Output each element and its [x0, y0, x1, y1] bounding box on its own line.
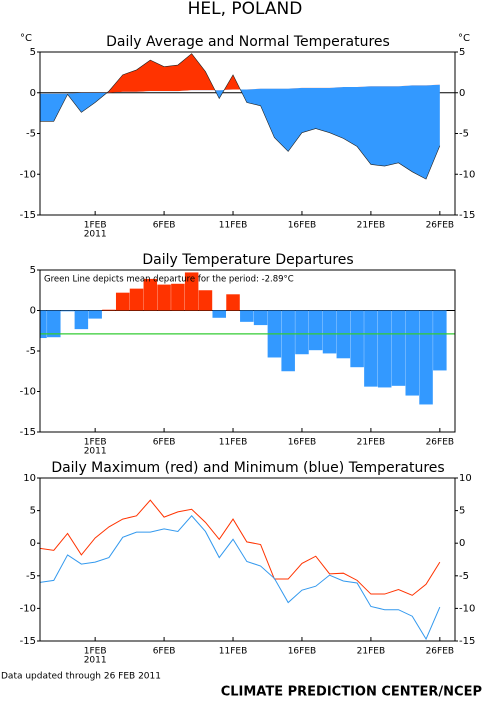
above-normal-area [40, 53, 440, 94]
bar [419, 310, 433, 405]
y-tick-label: -15 [20, 427, 36, 438]
y-tick-label: 5 [459, 47, 465, 58]
y-tick-label: 10 [23, 473, 36, 484]
bar [40, 310, 47, 339]
y-tick-label: 0 [459, 88, 465, 99]
bar [295, 310, 309, 355]
y-tick-label: 0 [30, 306, 36, 317]
x-tick-label: 26FEB [426, 647, 455, 657]
plot-area [40, 53, 455, 180]
plot-frame [39, 51, 456, 216]
bar [157, 284, 171, 311]
chart-title: Daily Maximum (red) and Minimum (blue) T… [51, 460, 444, 476]
plot-area [40, 499, 441, 641]
y-tick-label: -5 [26, 571, 36, 582]
bar [308, 310, 323, 351]
y-tick-label: -5 [459, 129, 469, 140]
x-tick-label: 11FEB [219, 647, 248, 657]
series-line [40, 499, 441, 596]
chart-title: Daily Temperature Departures [142, 252, 353, 268]
y-tick-label: -15 [20, 210, 36, 221]
x-tick-label: 11FEB [219, 221, 248, 231]
y-tick-label: 5 [30, 47, 36, 58]
series-line [40, 515, 441, 641]
bar [391, 310, 406, 386]
x-tick-label: 6FEB [153, 221, 176, 231]
y-tick-label: -5 [26, 129, 36, 140]
x-tick-label: 16FEB [288, 438, 317, 448]
y-unit: °C [20, 33, 32, 44]
y-tick-label: 5 [459, 506, 465, 517]
bar [74, 310, 89, 330]
bar [364, 310, 378, 387]
y-tick-label: -5 [26, 346, 36, 357]
bar [212, 310, 226, 318]
y-tick-label: 0 [459, 538, 465, 549]
bar [60, 310, 75, 312]
plot-frame [39, 477, 456, 642]
y-tick-label: -15 [459, 210, 475, 221]
bar [226, 294, 240, 311]
x-year-label: 2011 [84, 447, 107, 457]
x-tick-label: 11FEB [219, 438, 248, 448]
credit: CLIMATE PREDICTION CENTER/NCEP [221, 685, 482, 700]
y-tick-label: 5 [30, 506, 36, 517]
y-tick-label: 10 [459, 473, 472, 484]
y-tick-label: -10 [20, 169, 36, 180]
y-unit: °C [458, 33, 470, 44]
bar [115, 292, 130, 311]
y-tick-label: -10 [20, 603, 36, 614]
bar [433, 310, 447, 371]
bar [253, 310, 268, 326]
y-tick-label: 0 [30, 538, 36, 549]
page-title: HEL, POLAND [188, 0, 303, 19]
average-outline [40, 53, 441, 180]
x-tick-label: 6FEB [153, 438, 176, 448]
plot-frame [39, 269, 456, 433]
bar [102, 309, 116, 311]
below-normal-area [40, 84, 440, 180]
bar [240, 310, 254, 322]
bar [198, 290, 213, 311]
bar [405, 310, 420, 396]
x-tick-label: 16FEB [288, 647, 317, 657]
y-tick-label: -15 [459, 636, 475, 647]
x-tick-label: 1FEB [84, 221, 107, 231]
bar [281, 310, 295, 372]
bar [350, 310, 364, 368]
x-year-label: 2011 [84, 656, 107, 666]
y-tick-label: -15 [20, 636, 36, 647]
bar [322, 310, 337, 354]
x-year-label: 2011 [84, 230, 107, 240]
x-tick-label: 1FEB [84, 438, 107, 448]
bar [184, 272, 199, 311]
x-tick-label: 1FEB [84, 647, 107, 657]
y-tick-label: -10 [459, 169, 475, 180]
bar [88, 310, 102, 319]
x-tick-label: 21FEB [357, 647, 386, 657]
y-tick-label: -5 [459, 571, 469, 582]
y-tick-label: 0 [30, 88, 36, 99]
chart-title: Daily Average and Normal Temperatures [106, 34, 390, 50]
plot-area [40, 272, 455, 405]
bar [47, 310, 61, 338]
annotation: Green Line depicts mean departure for th… [44, 275, 294, 285]
y-tick-label: -10 [20, 387, 36, 398]
bar [143, 278, 158, 311]
update-note: Data updated through 26 FEB 2011 [1, 672, 161, 682]
x-tick-label: 26FEB [426, 221, 455, 231]
x-tick-label: 26FEB [426, 438, 455, 448]
x-tick-label: 21FEB [357, 221, 386, 231]
x-tick-label: 16FEB [288, 221, 317, 231]
x-tick-label: 6FEB [153, 647, 176, 657]
bar [377, 310, 392, 388]
y-tick-label: -10 [459, 603, 475, 614]
bar [129, 288, 144, 311]
x-tick-label: 21FEB [357, 438, 386, 448]
bar [171, 283, 185, 311]
y-tick-label: 5 [30, 265, 36, 276]
